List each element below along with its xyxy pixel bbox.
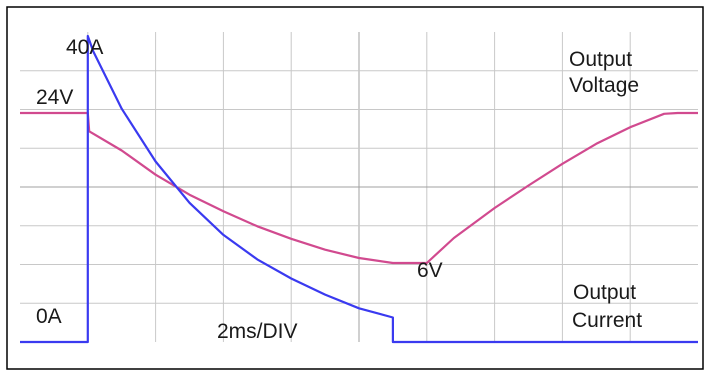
chart-frame [6, 6, 704, 370]
current-series-label-line1: Output [573, 281, 636, 304]
output-current-trace [20, 34, 698, 344]
voltage-nominal-label: 24V [36, 86, 73, 109]
current-zero-label: 0A [36, 305, 62, 328]
output-voltage-trace [20, 111, 698, 265]
current-series-label-line2: Current [572, 309, 642, 332]
voltage-min-label: 6V [417, 259, 443, 282]
voltage-series-label-line2: Voltage [569, 74, 639, 97]
timebase-label: 2ms/DIV [217, 320, 298, 343]
current-peak-label: 40A [66, 36, 103, 59]
voltage-series-label-line1: Output [569, 48, 632, 71]
scope-grid [20, 32, 698, 342]
